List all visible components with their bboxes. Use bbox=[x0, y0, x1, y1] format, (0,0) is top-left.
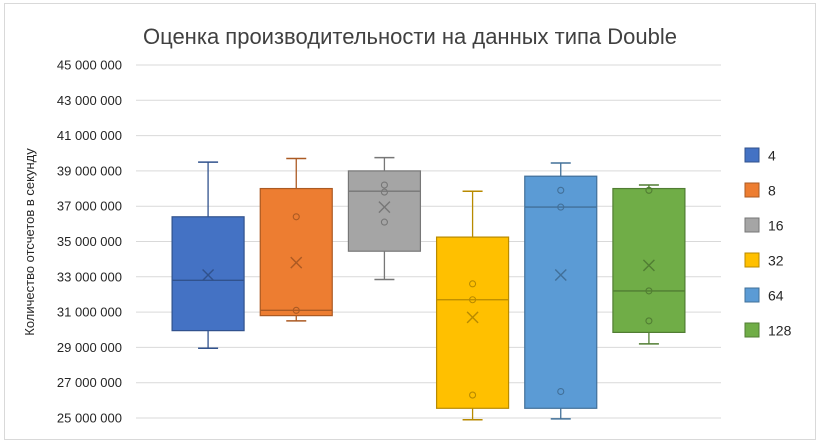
data-point bbox=[645, 186, 653, 194]
legend-label: 64 bbox=[768, 288, 784, 304]
box bbox=[612, 187, 686, 333]
data-point bbox=[557, 186, 565, 194]
data-point bbox=[469, 296, 477, 304]
legend-swatch bbox=[744, 147, 760, 163]
box-series-64 bbox=[524, 162, 598, 420]
legend-item-4: 4 bbox=[744, 147, 776, 164]
box bbox=[259, 187, 333, 317]
legend-label: 32 bbox=[768, 253, 784, 269]
box bbox=[347, 170, 422, 252]
box-series-4 bbox=[171, 161, 245, 350]
y-axis-ticks: 25 000 000 27 000 000 29 000 000 31 000 000… bbox=[57, 58, 122, 426]
box-series-8 bbox=[259, 157, 333, 322]
legend-label: 4 bbox=[768, 148, 776, 164]
box-series-128 bbox=[612, 184, 686, 345]
box-series-16 bbox=[347, 156, 422, 281]
mean-marker bbox=[290, 256, 303, 269]
legend-swatch bbox=[744, 252, 760, 268]
legend-item-64: 64 bbox=[744, 287, 784, 304]
y-tick-label: 25 000 000 bbox=[57, 411, 122, 426]
mean-marker bbox=[554, 269, 567, 282]
legend-item-8: 8 bbox=[744, 182, 776, 199]
data-point bbox=[469, 391, 477, 399]
y-tick-label: 33 000 000 bbox=[57, 269, 122, 284]
mean-marker bbox=[642, 259, 655, 272]
box bbox=[524, 175, 598, 409]
data-point bbox=[380, 218, 388, 226]
y-tick-label: 41 000 000 bbox=[57, 128, 122, 143]
mean-marker bbox=[202, 269, 215, 282]
chart-title: Оценка производительности на данных типа… bbox=[143, 24, 677, 49]
legend-label: 128 bbox=[768, 323, 792, 339]
y-tick-label: 27 000 000 bbox=[57, 375, 122, 390]
box bbox=[435, 236, 510, 409]
y-tick-label: 45 000 000 bbox=[57, 58, 122, 73]
legend-swatch bbox=[744, 217, 760, 233]
legend-item-128: 128 bbox=[744, 322, 792, 339]
data-point bbox=[380, 181, 388, 189]
mean-marker bbox=[466, 311, 479, 324]
y-tick-label: 31 000 000 bbox=[57, 305, 122, 320]
data-point bbox=[557, 203, 565, 211]
mean-marker bbox=[378, 201, 391, 214]
data-point bbox=[469, 280, 477, 288]
box-series bbox=[171, 156, 686, 421]
data-point bbox=[292, 306, 300, 314]
data-point bbox=[645, 287, 653, 295]
legend-label: 8 bbox=[768, 183, 776, 199]
y-tick-label: 43 000 000 bbox=[57, 93, 122, 108]
legend-swatch bbox=[744, 182, 760, 198]
y-tick-label: 39 000 000 bbox=[57, 163, 122, 178]
y-axis-label: Количество отсчетов в секунду bbox=[22, 148, 37, 336]
data-point bbox=[557, 387, 565, 396]
box-series-32 bbox=[435, 190, 510, 421]
legend-swatch bbox=[744, 322, 760, 338]
box bbox=[171, 216, 245, 332]
y-tick-label: 35 000 000 bbox=[57, 234, 122, 249]
legend: 4 8 16 32 64 128 bbox=[744, 147, 792, 339]
legend-item-32: 32 bbox=[744, 252, 784, 269]
data-point bbox=[380, 188, 388, 196]
y-tick-label: 37 000 000 bbox=[57, 199, 122, 214]
legend-item-16: 16 bbox=[744, 217, 784, 234]
legend-swatch bbox=[744, 287, 760, 303]
data-point bbox=[292, 213, 300, 221]
data-point bbox=[645, 317, 653, 325]
y-tick-label: 29 000 000 bbox=[57, 340, 122, 355]
legend-label: 16 bbox=[768, 218, 784, 234]
